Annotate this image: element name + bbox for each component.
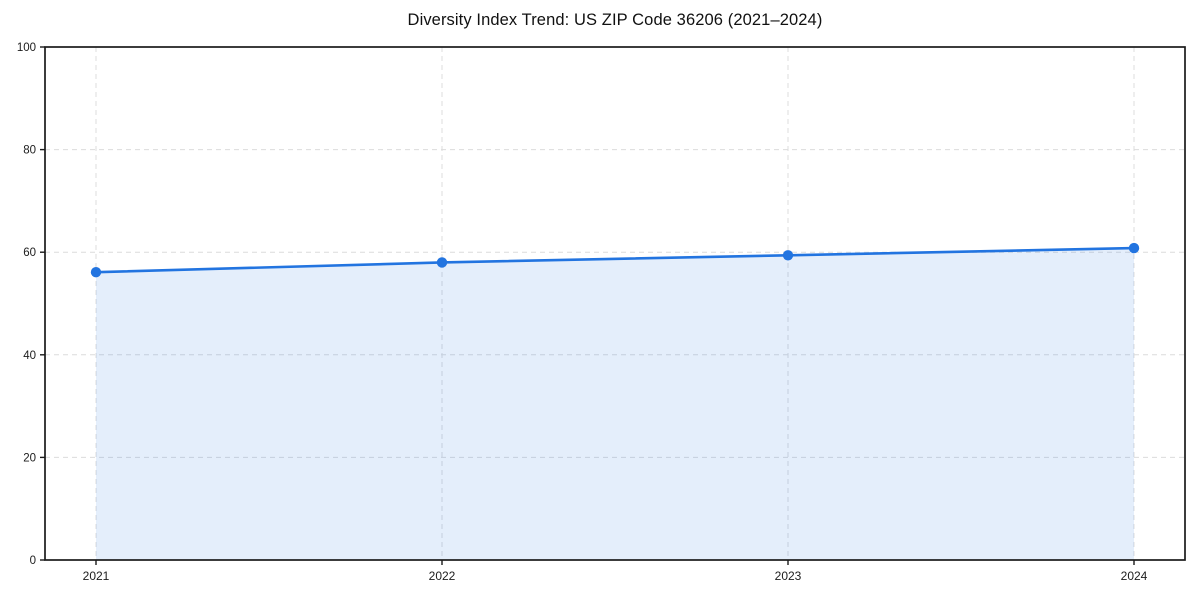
- chart-title: Diversity Index Trend: US ZIP Code 36206…: [407, 11, 823, 29]
- y-tick-label: 60: [23, 247, 36, 259]
- y-tick-label: 80: [23, 145, 36, 157]
- y-tick-label: 20: [23, 452, 36, 464]
- plot-border: [44, 46, 1186, 561]
- data-point-2022: [436, 257, 448, 268]
- x-tick-label: 2022: [429, 569, 456, 583]
- y-tick-label: 100: [17, 42, 36, 54]
- data-point-2023: [782, 250, 794, 261]
- x-tick-label: 2021: [83, 569, 110, 583]
- x-tick-label: 2023: [775, 569, 802, 583]
- x-tick-label: 2024: [1121, 569, 1148, 583]
- data-point-2021: [90, 267, 102, 278]
- trend-line: [94, 246, 1136, 274]
- y-tick-label: 0: [30, 555, 36, 567]
- data-point-2024: [1128, 242, 1140, 254]
- area-fill: [96, 248, 1134, 560]
- y-tick-label: 40: [23, 350, 36, 362]
